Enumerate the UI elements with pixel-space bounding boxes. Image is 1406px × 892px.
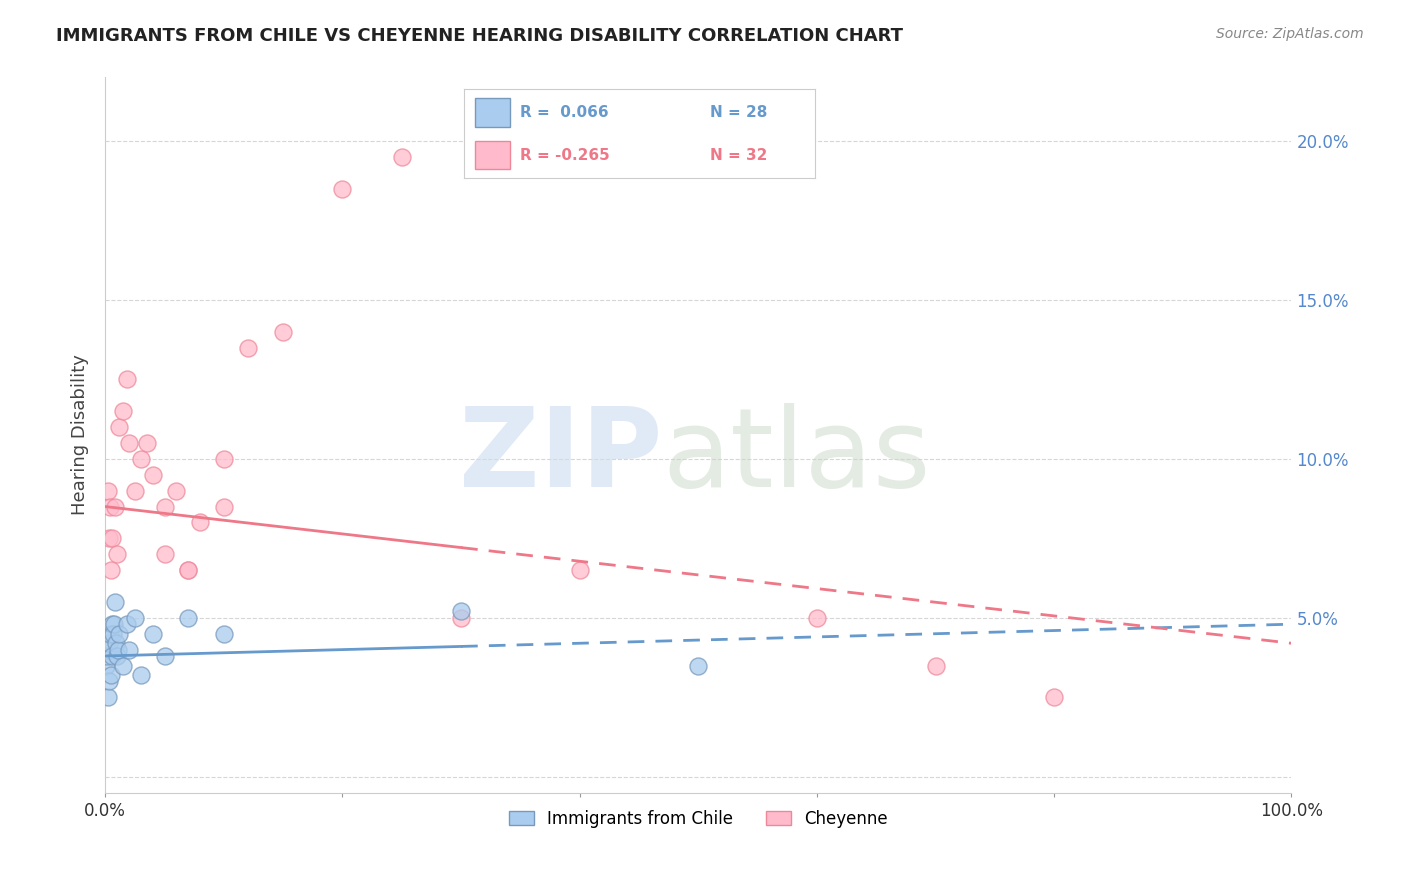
Point xyxy=(100,617,122,632)
Point xyxy=(924,658,946,673)
Point xyxy=(212,451,235,466)
Point xyxy=(108,626,131,640)
Point xyxy=(142,626,165,640)
Point xyxy=(271,325,294,339)
Point xyxy=(153,648,176,663)
Point xyxy=(153,500,176,514)
Point xyxy=(124,483,146,498)
Point xyxy=(97,483,120,498)
Text: N = 32: N = 32 xyxy=(710,148,768,162)
Point xyxy=(101,532,124,546)
Point xyxy=(450,605,472,619)
Point xyxy=(96,658,118,673)
Point xyxy=(177,563,200,577)
Point xyxy=(108,420,131,434)
Point xyxy=(97,690,120,705)
Text: R = -0.265: R = -0.265 xyxy=(520,148,610,162)
Text: IMMIGRANTS FROM CHILE VS CHEYENNE HEARING DISABILITY CORRELATION CHART: IMMIGRANTS FROM CHILE VS CHEYENNE HEARIN… xyxy=(56,27,903,45)
Point xyxy=(568,563,591,577)
Point xyxy=(177,611,200,625)
Point xyxy=(104,595,127,609)
Point xyxy=(165,483,187,498)
Point xyxy=(100,563,122,577)
Point xyxy=(97,642,120,657)
Text: atlas: atlas xyxy=(662,403,931,510)
Point xyxy=(98,500,121,514)
Point xyxy=(177,563,200,577)
Point xyxy=(111,404,134,418)
Point xyxy=(688,658,710,673)
Point xyxy=(105,648,128,663)
Point xyxy=(98,674,121,689)
Point xyxy=(104,636,127,650)
Y-axis label: Hearing Disability: Hearing Disability xyxy=(72,355,89,516)
Point xyxy=(97,636,120,650)
Point xyxy=(101,626,124,640)
Point xyxy=(391,150,413,164)
Point xyxy=(115,617,138,632)
Text: R =  0.066: R = 0.066 xyxy=(520,105,609,120)
Point xyxy=(101,648,124,663)
Point xyxy=(806,611,828,625)
Point xyxy=(129,668,152,682)
Point xyxy=(111,658,134,673)
Point xyxy=(118,436,141,450)
Point xyxy=(97,532,120,546)
Point xyxy=(98,626,121,640)
Point xyxy=(212,626,235,640)
Point xyxy=(115,372,138,386)
Point xyxy=(153,547,176,561)
Point xyxy=(212,500,235,514)
Point xyxy=(105,547,128,561)
Point xyxy=(129,451,152,466)
Point xyxy=(103,617,125,632)
Point xyxy=(118,642,141,657)
Point xyxy=(236,341,259,355)
Bar xyxy=(475,98,510,127)
Text: ZIP: ZIP xyxy=(460,403,662,510)
Point xyxy=(100,668,122,682)
Point xyxy=(135,436,157,450)
Bar xyxy=(475,141,510,169)
Point xyxy=(188,516,211,530)
Point xyxy=(142,467,165,482)
Point xyxy=(450,611,472,625)
Point xyxy=(1043,690,1066,705)
Text: N = 28: N = 28 xyxy=(710,105,768,120)
Point xyxy=(124,611,146,625)
Text: Source: ZipAtlas.com: Source: ZipAtlas.com xyxy=(1216,27,1364,41)
Point xyxy=(107,642,129,657)
Legend: Immigrants from Chile, Cheyenne: Immigrants from Chile, Cheyenne xyxy=(502,803,894,834)
Point xyxy=(96,648,118,663)
Point xyxy=(104,500,127,514)
Point xyxy=(332,182,354,196)
